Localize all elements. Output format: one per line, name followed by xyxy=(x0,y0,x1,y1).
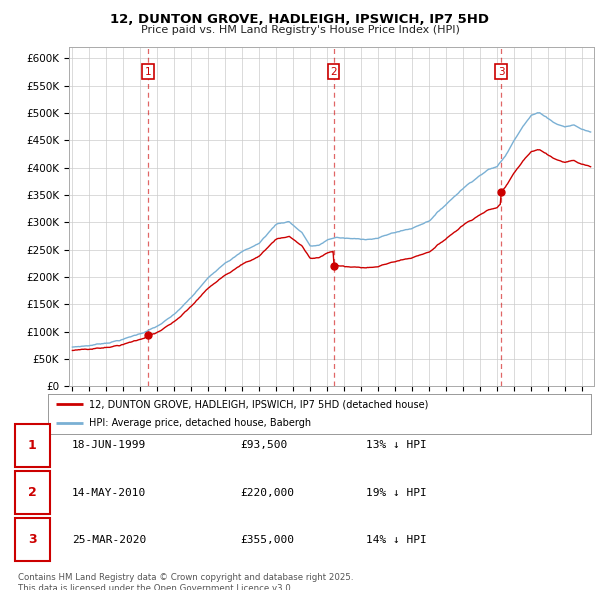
Text: Price paid vs. HM Land Registry's House Price Index (HPI): Price paid vs. HM Land Registry's House … xyxy=(140,25,460,35)
Text: 14-MAY-2010: 14-MAY-2010 xyxy=(72,488,146,497)
Text: 18-JUN-1999: 18-JUN-1999 xyxy=(72,441,146,450)
Text: £93,500: £93,500 xyxy=(240,441,287,450)
Text: 13% ↓ HPI: 13% ↓ HPI xyxy=(366,441,427,450)
Text: HPI: Average price, detached house, Babergh: HPI: Average price, detached house, Babe… xyxy=(89,418,311,428)
Text: 12, DUNTON GROVE, HADLEIGH, IPSWICH, IP7 5HD: 12, DUNTON GROVE, HADLEIGH, IPSWICH, IP7… xyxy=(110,13,490,26)
Text: Contains HM Land Registry data © Crown copyright and database right 2025.
This d: Contains HM Land Registry data © Crown c… xyxy=(18,573,353,590)
Text: 2: 2 xyxy=(330,67,337,77)
Text: 1: 1 xyxy=(28,439,37,452)
Text: 12, DUNTON GROVE, HADLEIGH, IPSWICH, IP7 5HD (detached house): 12, DUNTON GROVE, HADLEIGH, IPSWICH, IP7… xyxy=(89,399,428,409)
Text: 3: 3 xyxy=(28,533,37,546)
Text: 2: 2 xyxy=(28,486,37,499)
Text: 3: 3 xyxy=(498,67,505,77)
Text: 1: 1 xyxy=(145,67,151,77)
Text: 25-MAR-2020: 25-MAR-2020 xyxy=(72,535,146,545)
Text: £220,000: £220,000 xyxy=(240,488,294,497)
Text: £355,000: £355,000 xyxy=(240,535,294,545)
Text: 14% ↓ HPI: 14% ↓ HPI xyxy=(366,535,427,545)
Text: 19% ↓ HPI: 19% ↓ HPI xyxy=(366,488,427,497)
